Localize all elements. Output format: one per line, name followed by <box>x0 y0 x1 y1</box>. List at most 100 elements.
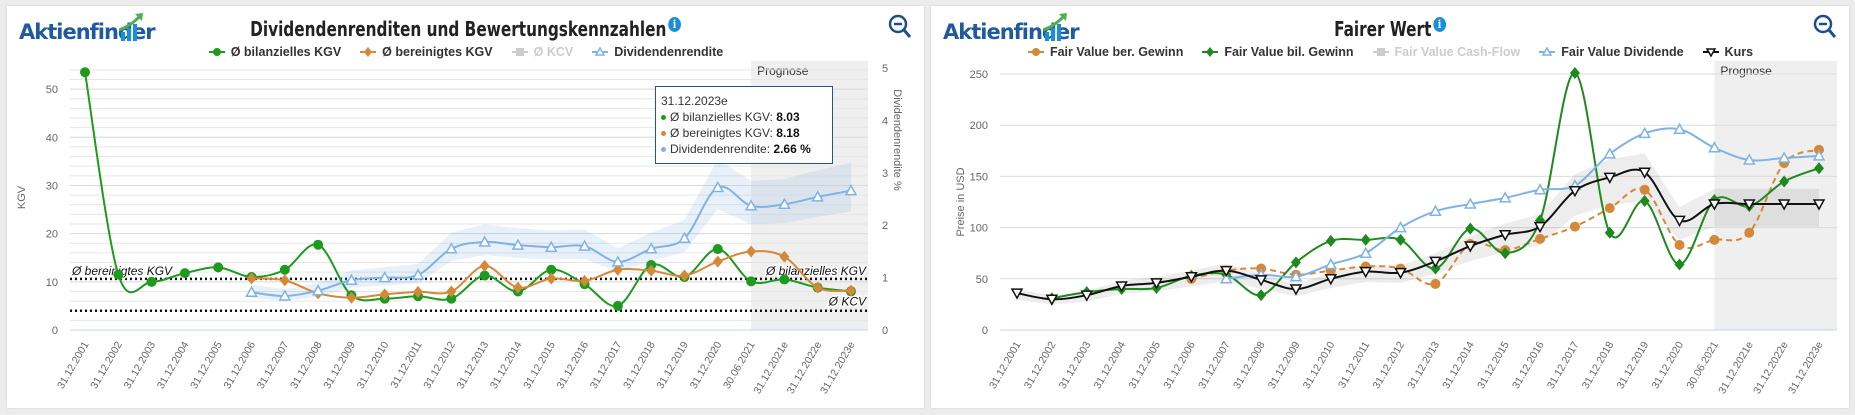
legend-marker <box>1541 46 1553 56</box>
chart-tooltip: 31.12.2023e Ø bilanzielles KGV: 8.03 Ø b… <box>655 86 833 164</box>
data-point <box>546 264 557 275</box>
data-point <box>279 264 290 275</box>
legend-item[interactable]: Fair Value bil. Gewinn <box>1201 45 1354 59</box>
data-point <box>712 244 723 255</box>
data-point <box>1603 172 1617 184</box>
tooltip-row: Dividendenrendite: 2.66 % <box>661 141 827 157</box>
legend-item[interactable]: Fair Value ber. Gewinn <box>1027 45 1183 59</box>
average-line-label: Ø KCV <box>828 295 867 309</box>
data-point <box>1744 227 1755 238</box>
data-point <box>1777 151 1791 163</box>
x-tick-label: 31.12.2002 <box>88 339 125 391</box>
data-point <box>313 239 324 250</box>
data-point <box>1533 221 1547 234</box>
data-point <box>1569 66 1580 79</box>
data-point <box>1325 234 1336 247</box>
range-band <box>251 158 852 302</box>
x-tick-label: 31.12.2015 <box>1475 339 1512 391</box>
y2-tick-label: 1 <box>882 273 888 285</box>
y-tick-label: 50 <box>46 84 58 96</box>
legend-item[interactable]: Ø bilanzielles KGV <box>208 45 341 59</box>
data-point <box>1603 147 1617 159</box>
data-point <box>346 291 357 304</box>
legend-item[interactable]: Ø KCV <box>511 45 574 59</box>
legend-item[interactable]: Fair Value Dividende <box>1538 45 1684 59</box>
y-tick-label: 250 <box>970 69 988 81</box>
legend-label: Ø KCV <box>533 45 574 59</box>
x-tick-label: 31.12.2006 <box>1161 339 1198 391</box>
data-point <box>778 197 791 209</box>
data-point <box>1498 230 1512 242</box>
data-point <box>644 242 658 254</box>
data-point <box>1289 284 1303 296</box>
series-dot-icon <box>661 115 666 121</box>
data-point <box>1464 241 1477 253</box>
legend-item[interactable]: Ø bereinigtes KGV <box>359 45 493 59</box>
y-tick-label: 0 <box>52 325 58 337</box>
series-dot-icon <box>661 147 666 153</box>
data-point <box>1080 290 1094 302</box>
prognose-label: Prognose <box>1720 64 1772 78</box>
x-tick-label: 31.12.2009 <box>1266 339 1303 391</box>
x-tick-label: 31.12.2019 <box>1615 339 1652 391</box>
data-point <box>1674 240 1685 251</box>
chart-legend: Fair Value ber. Gewinn Fair Value bil. Ge… <box>931 45 1849 59</box>
series-kurs <box>1010 167 1826 306</box>
zoom-out-icon[interactable] <box>888 14 912 40</box>
x-tick-label: 31.12.2009 <box>321 339 358 391</box>
info-icon[interactable]: i <box>1433 17 1446 32</box>
zoom-out-icon[interactable] <box>1813 14 1837 40</box>
data-point <box>1709 234 1720 245</box>
legend-item[interactable]: Fair Value Cash-Flow <box>1372 45 1520 59</box>
circle-marker-icon <box>1027 48 1044 56</box>
data-point <box>1324 274 1338 286</box>
data-point <box>80 67 90 78</box>
data-point <box>1498 191 1512 203</box>
prognose-area <box>1714 61 1837 330</box>
triangle-marker-icon <box>1539 46 1556 56</box>
legend-label: Ø bilanzielles KGV <box>230 45 342 59</box>
data-point <box>1430 262 1441 275</box>
data-point <box>1465 222 1476 235</box>
data-point <box>712 255 723 268</box>
legend-item[interactable]: Dividendenrendite <box>591 45 723 59</box>
x-tick-label: 30.06.2021 <box>1684 339 1721 391</box>
data-point <box>1812 199 1826 211</box>
data-point <box>812 281 823 294</box>
data-point <box>1708 199 1721 211</box>
data-point <box>411 268 425 280</box>
data-point <box>844 184 858 196</box>
data-point <box>179 268 190 279</box>
info-icon[interactable]: i <box>668 17 681 32</box>
prognose-label: Prognose <box>757 64 809 78</box>
x-tick-label: 31.12.2020 <box>1649 339 1686 391</box>
data-point <box>1673 122 1686 135</box>
data-point <box>579 274 590 287</box>
x-tick-label: 31.12.2002 <box>1022 339 1059 391</box>
data-point <box>1779 175 1790 188</box>
series-dot-icon <box>661 131 666 137</box>
data-point <box>1256 289 1267 302</box>
tooltip-value: 8.18 <box>776 126 800 140</box>
data-point <box>678 231 691 244</box>
x-tick-label: 31.12.2001 <box>55 339 92 391</box>
data-point <box>1010 288 1024 300</box>
data-point <box>1289 270 1303 282</box>
x-tick-label: 31.12.2001 <box>987 339 1024 391</box>
x-tick-label: 31.12.2022e <box>1751 339 1791 396</box>
data-point <box>1394 221 1407 233</box>
x-tick-label: 31.12.2014 <box>1440 339 1477 391</box>
data-point <box>311 284 325 296</box>
data-point <box>478 235 491 247</box>
data-point <box>1639 194 1650 207</box>
x-tick-label: 31.12.2007 <box>255 339 292 391</box>
legend-item[interactable]: Kurs <box>1702 45 1753 59</box>
y2-tick-label: 0 <box>882 325 888 337</box>
y-tick-label: 100 <box>970 223 988 235</box>
x-tick-label: 31.12.2008 <box>1231 339 1268 391</box>
data-point <box>146 276 157 287</box>
average-line-label: Ø bilanzielles KGV <box>765 264 867 278</box>
series-dividendenrendite <box>245 180 858 301</box>
data-point <box>679 269 690 282</box>
x-tick-label: 31.12.2003 <box>122 339 159 391</box>
